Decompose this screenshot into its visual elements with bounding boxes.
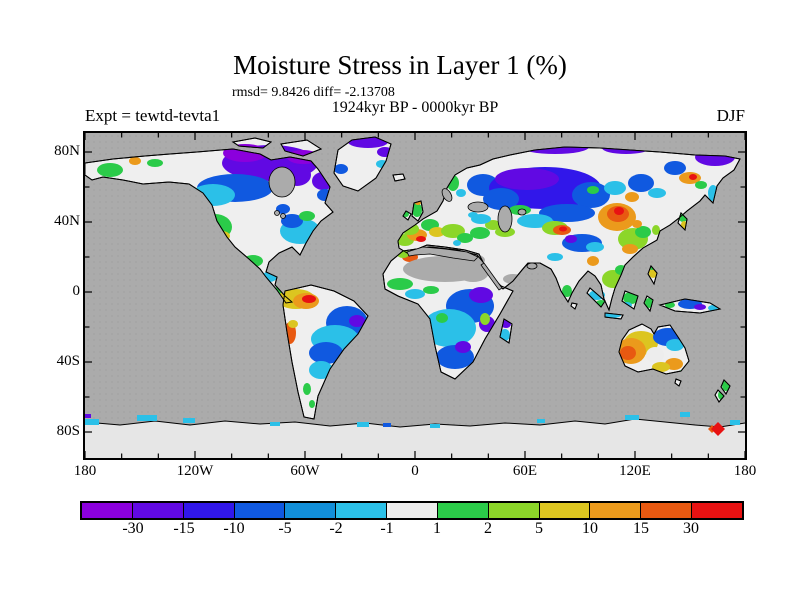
inland-seas — [268, 166, 538, 291]
anomaly-blobs-asia — [467, 140, 735, 297]
stats-line: rmsd= 9.8426 diff= -2.13708 — [232, 85, 395, 100]
antarctica — [85, 419, 745, 458]
lon-label-120e: 120E — [619, 463, 651, 479]
colorbar-segment — [692, 503, 742, 518]
colorbar-segment — [132, 503, 184, 518]
colorbar-tick: -10 — [223, 520, 245, 537]
colorbar-tick: 2 — [484, 520, 492, 537]
great-lakes — [274, 210, 280, 216]
hudson-bay — [268, 166, 296, 198]
colorbar-segment — [387, 503, 438, 518]
red-sea — [480, 262, 503, 291]
experiment-label: Expt = tewtd-tevta1 — [85, 106, 221, 125]
colorbar-segment — [539, 503, 591, 518]
colorbar-tick: -2 — [329, 520, 343, 537]
map-frame — [83, 131, 747, 460]
lon-label-60e: 60E — [512, 463, 538, 479]
anomaly-blobs-africa — [387, 250, 511, 369]
lon-label-180e: 180 — [733, 463, 757, 479]
colorbar-tick: -1 — [380, 520, 394, 537]
season-label: DJF — [716, 106, 745, 125]
lat-label-0: 0 — [72, 283, 81, 299]
colorbar-segment — [437, 503, 489, 518]
anomaly-blobs-australia — [616, 328, 730, 400]
anomaly-field — [97, 137, 735, 408]
hot-spot — [711, 422, 725, 436]
colorbar-tick: -5 — [278, 520, 292, 537]
lon-label-120w: 120W — [176, 463, 214, 479]
colorbar-segment — [641, 503, 693, 518]
colorbar-segment — [488, 503, 540, 518]
axis-ticks — [85, 133, 745, 458]
lat-label-40n: 40N — [54, 213, 80, 229]
colorbar-segment — [590, 503, 642, 518]
persian-gulf — [526, 262, 538, 270]
lat-label-80s: 80S — [56, 423, 80, 439]
period-line: 1924kyr BP - 0000kyr BP — [331, 99, 499, 116]
antarctica-coast-anomalies — [85, 412, 740, 436]
lat-label-40s: 40S — [56, 353, 80, 369]
colorbar-tick: 5 — [535, 520, 543, 537]
lon-label-180w: 180 — [73, 463, 97, 479]
lon-label-0: 0 — [411, 463, 419, 479]
colorbar-tick: 30 — [683, 520, 699, 537]
mediterranean-sea — [406, 246, 479, 262]
baltic-sea — [441, 188, 453, 202]
colorbar-segment — [183, 503, 235, 518]
colorbar-tick: -30 — [122, 520, 144, 537]
colorbar-segment — [336, 503, 388, 518]
lon-label-60w: 60W — [290, 463, 320, 479]
colorbar-segment — [82, 503, 133, 518]
great-lakes — [280, 213, 286, 219]
colorbar-segment — [234, 503, 286, 518]
world-map-plot — [85, 133, 745, 458]
page-title: Moisture Stress in Layer 1 (%) — [233, 50, 567, 80]
colorbar-tick: 15 — [633, 520, 649, 537]
antarctica-group — [85, 412, 745, 458]
aral-sea — [517, 208, 527, 216]
colorbar-segment — [285, 503, 337, 518]
colorbar-tick: -15 — [173, 520, 195, 537]
lat-label-80n: 80N — [54, 143, 80, 159]
colorbar — [80, 501, 744, 520]
colorbar-tick: 1 — [433, 520, 441, 537]
colorbar-tick: 10 — [582, 520, 598, 537]
caspian-sea — [497, 205, 513, 233]
black-sea — [467, 201, 489, 213]
anomaly-blobs-south-america — [266, 287, 368, 408]
